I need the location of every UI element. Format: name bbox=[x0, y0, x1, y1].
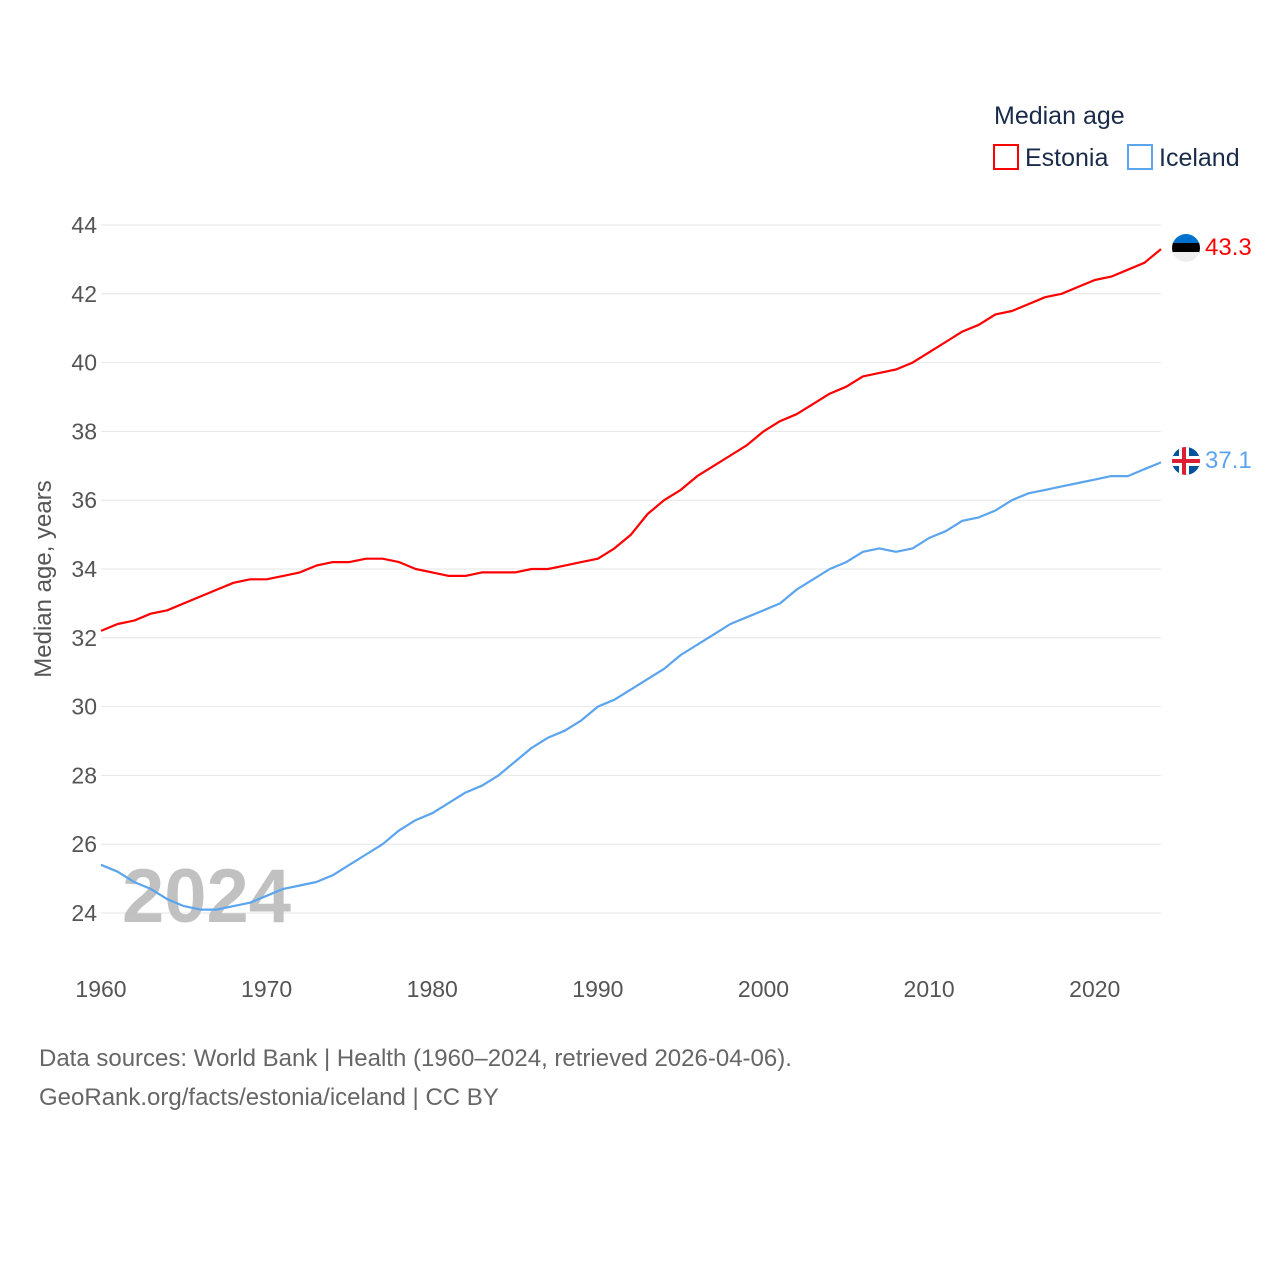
y-tick-label: 38 bbox=[71, 418, 97, 444]
x-tick-label: 1960 bbox=[75, 976, 126, 1002]
estonia-flag-icon bbox=[1172, 234, 1200, 262]
x-tick-label: 1990 bbox=[572, 976, 623, 1002]
legend-item-estonia[interactable]: Estonia bbox=[993, 144, 1108, 172]
data-source-note: Data sources: World Bank | Health (1960–… bbox=[39, 1045, 792, 1072]
y-tick-label: 34 bbox=[71, 556, 97, 582]
y-tick-label: 42 bbox=[71, 281, 97, 307]
y-axis-label: Median age, years bbox=[30, 480, 57, 677]
y-tick-label: 32 bbox=[71, 625, 97, 651]
x-tick-label: 1970 bbox=[241, 976, 292, 1002]
x-tick-label: 2010 bbox=[904, 976, 955, 1002]
y-tick-label: 44 bbox=[71, 212, 97, 238]
legend-item-iceland[interactable]: Iceland bbox=[1127, 144, 1240, 172]
series-line-estonia[interactable] bbox=[100, 248, 1162, 632]
legend-swatch-iceland bbox=[1127, 144, 1153, 170]
y-tick-label: 24 bbox=[71, 900, 97, 926]
y-tick-label: 26 bbox=[71, 831, 97, 857]
iceland-end-value: 37.1 bbox=[1205, 447, 1252, 474]
y-tick-label: 28 bbox=[71, 762, 97, 788]
legend-title: Median age bbox=[994, 102, 1125, 130]
y-tick-label: 30 bbox=[71, 694, 97, 720]
iceland-flag-icon bbox=[1172, 447, 1200, 475]
series-line-iceland[interactable] bbox=[100, 461, 1162, 911]
x-tick-label: 2020 bbox=[1069, 976, 1120, 1002]
legend-label-estonia: Estonia bbox=[1025, 144, 1108, 172]
source-link[interactable]: GeoRank.org/facts/estonia/iceland | CC B… bbox=[39, 1084, 499, 1111]
y-tick-label: 40 bbox=[71, 350, 97, 376]
y-tick-label: 36 bbox=[71, 487, 97, 513]
x-tick-label: 1980 bbox=[407, 976, 458, 1002]
x-tick-label: 2000 bbox=[738, 976, 789, 1002]
legend-swatch-estonia bbox=[993, 144, 1019, 170]
estonia-end-value: 43.3 bbox=[1205, 234, 1252, 261]
legend-label-iceland: Iceland bbox=[1159, 144, 1240, 172]
